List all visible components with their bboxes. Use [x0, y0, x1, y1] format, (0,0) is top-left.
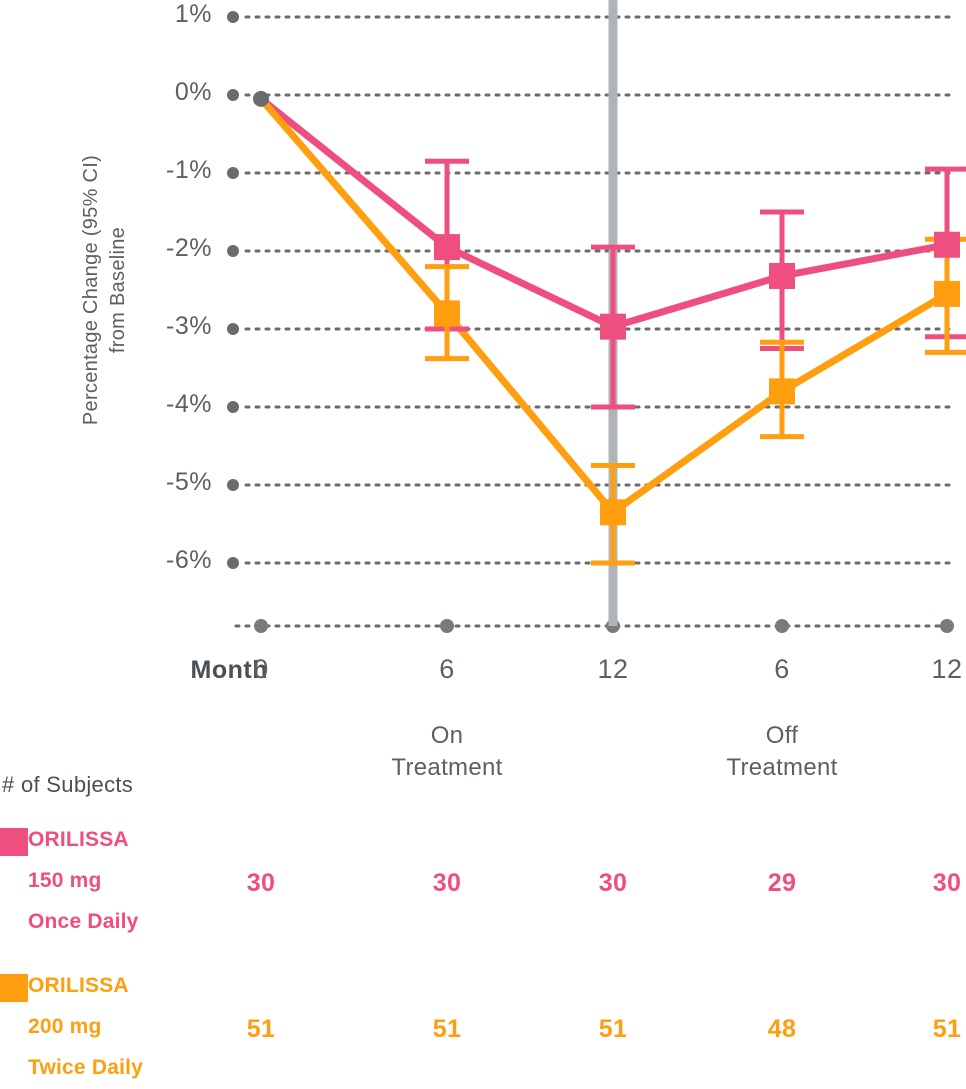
subject-count-r0-c0: 30	[246, 869, 276, 897]
legend-dose-1: 200 mg	[28, 1014, 102, 1038]
x-axis-tick-1: 6	[439, 654, 455, 684]
y-axis-tick-4: -3%	[166, 312, 212, 340]
x-axis-label-month: Month	[190, 656, 268, 684]
x-axis-tick-2: 12	[597, 654, 629, 684]
phase-label-line2: Treatment	[726, 754, 838, 782]
subject-count-r0-c4: 30	[932, 869, 962, 897]
legend-freq-0: Once Daily	[28, 909, 139, 933]
subject-count-r1-c2: 51	[598, 1015, 628, 1043]
legend-name-1: ORILISSA	[28, 974, 129, 997]
phase-label-line2: Treatment	[391, 754, 503, 782]
error-bars-group	[425, 158, 966, 566]
y-axis-tick-7: -6%	[166, 546, 212, 574]
subjects-table-label: # of Subjects	[2, 772, 134, 797]
subject-count-r1-c4: 51	[932, 1015, 962, 1043]
legend-swatch-1	[0, 974, 28, 1002]
y-axis-tick-0: 1%	[174, 0, 212, 28]
x-axis-tick-4: 12	[931, 654, 963, 684]
subject-count-r1-c0: 51	[246, 1015, 276, 1043]
y-axis-tick-1: 0%	[174, 78, 212, 106]
subject-count-r0-c2: 30	[598, 869, 628, 897]
y-axis-tick-3: -2%	[166, 234, 212, 262]
subject-count-r0-c3: 29	[767, 869, 797, 897]
legend-label-0: ORILISSA 150 mg Once Daily	[28, 820, 139, 943]
legend-label-1: ORILISSA 200 mg Twice Daily	[28, 966, 143, 1089]
x-axis-tick-0: 0	[253, 654, 269, 684]
series-lines-group	[257, 95, 951, 516]
y-axis-tick-5: -4%	[166, 390, 212, 418]
legend-dose-0: 150 mg	[28, 868, 102, 892]
y-axis-tick-6: -5%	[166, 468, 212, 496]
x-axis-tick-3: 6	[774, 654, 790, 684]
phase-label-line1: On	[430, 722, 464, 749]
legend-swatch-0	[0, 828, 28, 856]
data-markers-group	[253, 90, 960, 526]
subject-count-r0-c1: 30	[432, 869, 462, 897]
subject-count-r1-c3: 48	[767, 1015, 797, 1043]
x-axis-line	[234, 619, 954, 633]
phase-label-1: Off Treatment	[652, 720, 912, 785]
y-axis-title: Percentage Change (95% CI) from Baseline	[78, 80, 132, 500]
legend-freq-1: Twice Daily	[28, 1055, 144, 1079]
legend-name-0: ORILISSA	[28, 828, 129, 851]
phase-label-line1: Off	[765, 722, 799, 749]
y-axis-tick-2: -1%	[166, 156, 212, 184]
phase-label-0: On Treatment	[317, 720, 577, 785]
y-axis-title-line1: Percentage Change (95% CI)	[80, 154, 102, 426]
y-axis-title-line2: from Baseline	[107, 226, 129, 354]
subject-count-r1-c1: 51	[432, 1015, 462, 1043]
